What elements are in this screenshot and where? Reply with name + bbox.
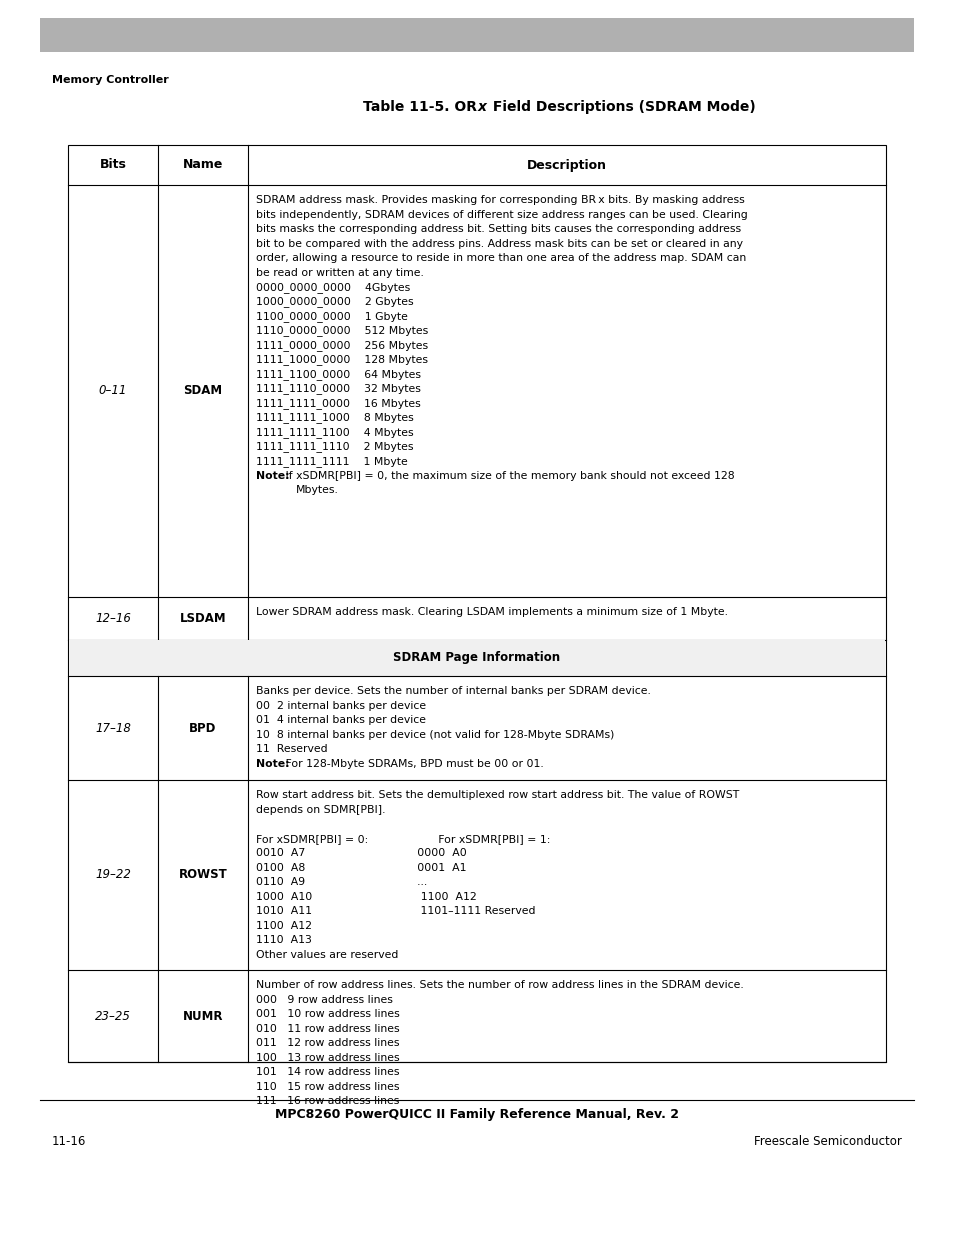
Text: 1111_1111_0000    16 Mbytes: 1111_1111_0000 16 Mbytes — [255, 398, 420, 409]
Text: 0100  A8                                0001  A1: 0100 A8 0001 A1 — [255, 863, 466, 873]
Text: Name: Name — [183, 158, 223, 172]
Text: 1110_0000_0000    512 Mbytes: 1110_0000_0000 512 Mbytes — [255, 325, 428, 336]
Text: For xSDMR[PBI] = 0:                    For xSDMR[PBI] = 1:: For xSDMR[PBI] = 0: For xSDMR[PBI] = 1: — [255, 834, 550, 844]
Text: Note:: Note: — [255, 758, 290, 768]
Text: ROWST: ROWST — [178, 868, 227, 882]
Text: 000   9 row address lines: 000 9 row address lines — [255, 994, 393, 1005]
Text: bit to be compared with the address pins. Address mask bits can be set or cleare: bit to be compared with the address pins… — [255, 238, 742, 248]
Text: 1111_1110_0000    32 Mbytes: 1111_1110_0000 32 Mbytes — [255, 383, 420, 394]
Text: 11-16: 11-16 — [52, 1135, 87, 1149]
Text: SDRAM Page Information: SDRAM Page Information — [393, 652, 560, 664]
Text: BPD: BPD — [189, 721, 216, 735]
Text: 19–22: 19–22 — [95, 868, 131, 882]
Text: 0110  A9                                ...: 0110 A9 ... — [255, 877, 427, 887]
Text: Mbytes.: Mbytes. — [295, 485, 338, 495]
Text: 110   15 row address lines: 110 15 row address lines — [255, 1082, 399, 1092]
Text: 1111_1111_1111    1 Mbyte: 1111_1111_1111 1 Mbyte — [255, 456, 407, 467]
Text: 1000_0000_0000    2 Gbytes: 1000_0000_0000 2 Gbytes — [255, 296, 414, 308]
Text: order, allowing a resource to reside in more than one area of the address map. S: order, allowing a resource to reside in … — [255, 253, 745, 263]
Text: Freescale Semiconductor: Freescale Semiconductor — [753, 1135, 901, 1149]
Text: 0–11: 0–11 — [99, 384, 127, 398]
Text: 1111_1000_0000    128 Mbytes: 1111_1000_0000 128 Mbytes — [255, 354, 428, 366]
Text: Lower SDRAM address mask. Clearing LSDAM implements a minimum size of 1 Mbyte.: Lower SDRAM address mask. Clearing LSDAM… — [255, 608, 727, 618]
Text: Number of row address lines. Sets the number of row address lines in the SDRAM d: Number of row address lines. Sets the nu… — [255, 981, 743, 990]
Text: SDAM: SDAM — [183, 384, 222, 398]
Text: 1111_1111_1110    2 Mbytes: 1111_1111_1110 2 Mbytes — [255, 441, 413, 452]
Bar — [40, 19, 913, 52]
Text: 1000  A10                               1100  A12: 1000 A10 1100 A12 — [255, 892, 476, 902]
Text: 1111_1111_1000    8 Mbytes: 1111_1111_1000 8 Mbytes — [255, 412, 414, 424]
Text: SDRAM address mask. Provides masking for corresponding BR x bits. By masking add: SDRAM address mask. Provides masking for… — [255, 195, 744, 205]
Text: 1010  A11                               1101–1111 Reserved: 1010 A11 1101–1111 Reserved — [255, 906, 535, 916]
Text: 0010  A7                                0000  A0: 0010 A7 0000 A0 — [255, 848, 466, 858]
Text: 12–16: 12–16 — [95, 613, 131, 625]
Text: Field Descriptions (SDRAM Mode): Field Descriptions (SDRAM Mode) — [488, 100, 755, 114]
Bar — [68, 144, 885, 1062]
Text: 0000_0000_0000    4Gbytes: 0000_0000_0000 4Gbytes — [255, 282, 410, 293]
Text: 1111_1111_1100    4 Mbytes: 1111_1111_1100 4 Mbytes — [255, 427, 414, 437]
Text: 101   14 row address lines: 101 14 row address lines — [255, 1067, 399, 1077]
Text: 01  4 internal banks per device: 01 4 internal banks per device — [255, 715, 426, 725]
Text: Row start address bit. Sets the demultiplexed row start address bit. The value o: Row start address bit. Sets the demultip… — [255, 790, 739, 800]
Text: If xSDMR[PBI] = 0, the maximum size of the memory bank should not exceed 128: If xSDMR[PBI] = 0, the maximum size of t… — [282, 471, 734, 480]
Text: depends on SDMR[PBI].: depends on SDMR[PBI]. — [255, 805, 385, 815]
Text: MPC8260 PowerQUICC II Family Reference Manual, Rev. 2: MPC8260 PowerQUICC II Family Reference M… — [274, 1108, 679, 1121]
Text: Other values are reserved: Other values are reserved — [255, 950, 398, 960]
Text: 100   13 row address lines: 100 13 row address lines — [255, 1052, 399, 1063]
Text: Description: Description — [526, 158, 606, 172]
Text: bits masks the corresponding address bit. Setting bits causes the corresponding : bits masks the corresponding address bit… — [255, 225, 740, 235]
Text: Note:: Note: — [255, 471, 290, 480]
Text: 010   11 row address lines: 010 11 row address lines — [255, 1024, 399, 1034]
Text: x: x — [477, 100, 486, 114]
Text: 1100_0000_0000    1 Gbyte: 1100_0000_0000 1 Gbyte — [255, 311, 408, 321]
Text: 1110  A13: 1110 A13 — [255, 935, 312, 945]
Text: NUMR: NUMR — [183, 1009, 223, 1023]
Text: Memory Controller: Memory Controller — [52, 75, 169, 85]
Text: 11  Reserved: 11 Reserved — [255, 745, 327, 755]
Text: Bits: Bits — [99, 158, 127, 172]
Text: 011   12 row address lines: 011 12 row address lines — [255, 1039, 399, 1049]
Text: 001   10 row address lines: 001 10 row address lines — [255, 1009, 399, 1019]
Text: 1100  A12: 1100 A12 — [255, 921, 312, 931]
Text: bits independently, SDRAM devices of different size address ranges can be used. : bits independently, SDRAM devices of dif… — [255, 210, 747, 220]
Bar — [69, 640, 884, 676]
Text: 10  8 internal banks per device (not valid for 128-Mbyte SDRAMs): 10 8 internal banks per device (not vali… — [255, 730, 614, 740]
Text: 17–18: 17–18 — [95, 721, 131, 735]
Text: 1111_1100_0000    64 Mbytes: 1111_1100_0000 64 Mbytes — [255, 369, 420, 379]
Text: For 128-Mbyte SDRAMs, BPD must be 00 or 01.: For 128-Mbyte SDRAMs, BPD must be 00 or … — [282, 758, 543, 768]
Text: be read or written at any time.: be read or written at any time. — [255, 268, 423, 278]
Text: 00  2 internal banks per device: 00 2 internal banks per device — [255, 700, 426, 711]
Text: 111   16 row address lines: 111 16 row address lines — [255, 1097, 399, 1107]
Text: 1111_0000_0000    256 Mbytes: 1111_0000_0000 256 Mbytes — [255, 340, 428, 351]
Text: Banks per device. Sets the number of internal banks per SDRAM device.: Banks per device. Sets the number of int… — [255, 687, 650, 697]
Text: 23–25: 23–25 — [95, 1009, 131, 1023]
Text: LSDAM: LSDAM — [179, 613, 226, 625]
Text: Table 11-5. OR: Table 11-5. OR — [363, 100, 476, 114]
